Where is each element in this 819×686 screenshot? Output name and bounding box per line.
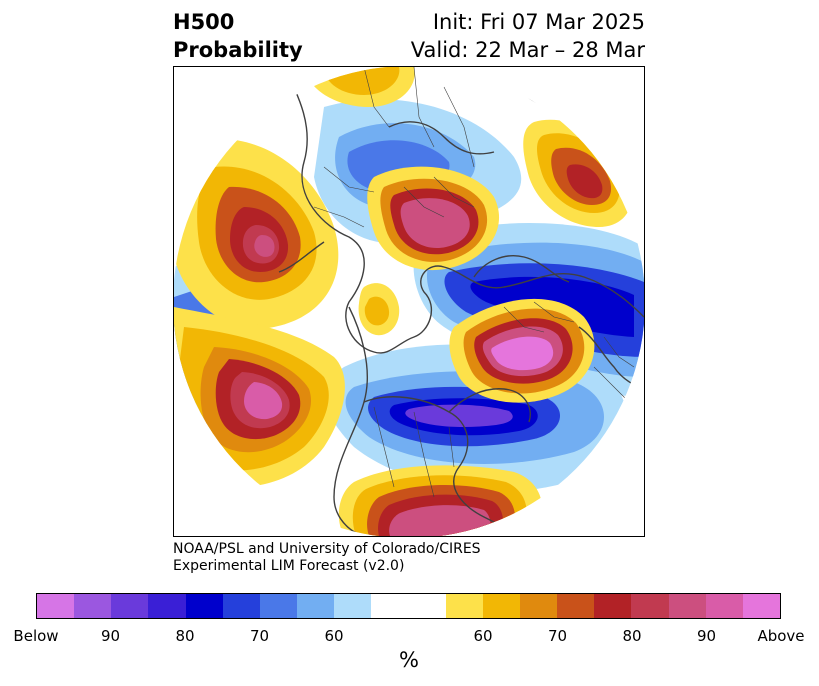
variable-label: H500 [173, 10, 235, 34]
colorbar-above-segment [668, 594, 706, 618]
colorbar-above-segment [557, 594, 595, 618]
colorbar-above-segment [445, 594, 483, 618]
above-region-atlantic [449, 298, 595, 403]
colorbar-below-segment [297, 594, 335, 618]
credit-line-1: NOAA/PSL and University of Colorado/CIRE… [173, 541, 481, 557]
colorbar-above-segment [520, 594, 558, 618]
colorbar-below-segment [111, 594, 149, 618]
colorbar-below-segment [334, 594, 372, 618]
colorbar-above-segment [594, 594, 632, 618]
credit-text: NOAA/PSL and University of Colorado/CIRE… [173, 541, 481, 575]
product-label: Probability [173, 38, 303, 62]
above-region-north [367, 166, 500, 271]
map-title-left: H500 Probability [173, 8, 303, 64]
map-canvas [174, 67, 644, 536]
colorbar-above-segment [742, 594, 781, 618]
above-region-arctic-small [358, 283, 400, 336]
colorbar-below-segment [37, 594, 75, 618]
colorbar-tick-label: 70 [547, 627, 568, 645]
colorbar-tick-label: Above [757, 627, 805, 645]
colorbar-tick-label: 60 [324, 627, 344, 645]
colorbar-tick-label: 70 [249, 627, 270, 645]
colorbar-below-segment [74, 594, 112, 618]
colorbar-tick-label: 90 [100, 627, 121, 645]
colorbar-tick-label: 90 [696, 627, 717, 645]
colorbar-below-segment [259, 594, 298, 618]
probability-colorbar [36, 593, 781, 619]
colorbar-below-segment [185, 594, 223, 618]
colorbar-above-segment [631, 594, 669, 618]
probability-map [173, 66, 645, 537]
colorbar-tick-label: 80 [622, 627, 642, 645]
valid-range: Valid: 22 Mar – 28 Mar [410, 38, 645, 62]
colorbar-tick-label: 80 [175, 627, 195, 645]
init-date: Init: Fri 07 Mar 2025 [432, 10, 645, 34]
colorbar-tick-label: Below [13, 627, 59, 645]
above-region-southwest [174, 307, 345, 487]
colorbar-above-segment [705, 594, 743, 618]
colorbar-below-segment [148, 594, 186, 618]
colorbar-tick-label: 60 [473, 627, 493, 645]
map-title-right: Init: Fri 07 Mar 2025 Valid: 22 Mar – 28… [360, 8, 645, 64]
colorbar-unit: % [399, 648, 419, 672]
credit-line-2: Experimental LIM Forecast (v2.0) [173, 558, 405, 574]
colorbar-below-segment [222, 594, 260, 618]
colorbar-above-segment [482, 594, 521, 618]
above-region-west [174, 138, 339, 329]
above-region-south [338, 465, 543, 536]
colorbar-neutral-segment [371, 594, 446, 618]
